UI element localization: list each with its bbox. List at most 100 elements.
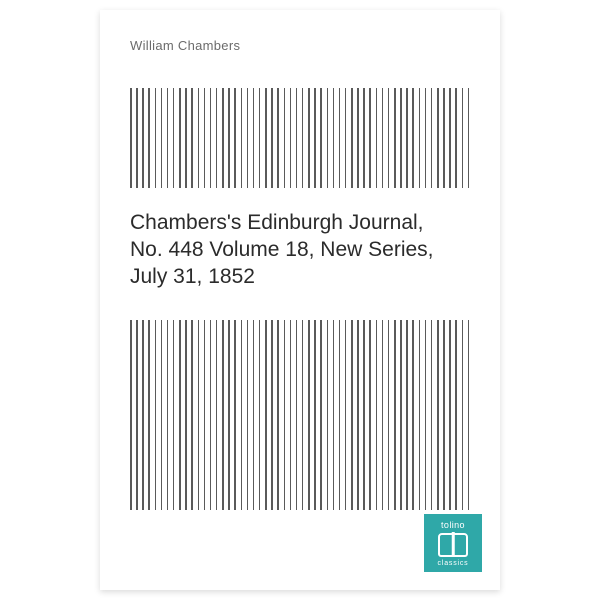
rule-tick: [437, 320, 439, 510]
rule-tick: [339, 88, 341, 188]
rule-tick: [185, 88, 187, 188]
rule-tick: [431, 320, 433, 510]
rule-tick: [247, 88, 249, 188]
rule-tick: [419, 320, 421, 510]
rule-tick: [253, 88, 255, 188]
rule-tick: [357, 320, 359, 510]
rule-tick: [167, 88, 169, 188]
rule-tick: [425, 88, 427, 188]
rule-tick: [462, 320, 464, 510]
rule-tick: [431, 88, 433, 188]
rule-tick: [173, 88, 175, 188]
rule-tick: [388, 320, 390, 510]
rule-tick: [216, 88, 218, 188]
rule-tick: [259, 88, 261, 188]
rule-tick: [302, 88, 304, 188]
rule-tick: [155, 88, 157, 188]
rule-tick: [216, 320, 218, 510]
rule-tick: [406, 88, 408, 188]
rule-tick: [173, 320, 175, 510]
rule-tick: [320, 88, 322, 188]
rule-tick: [277, 320, 279, 510]
rule-tick: [412, 88, 414, 188]
rule-tick: [271, 320, 273, 510]
rule-tick: [327, 88, 329, 188]
rule-tick: [179, 320, 181, 510]
rule-tick: [136, 88, 138, 188]
rule-tick: [210, 88, 212, 188]
publisher-name: tolino: [441, 520, 465, 530]
rule-tick: [449, 320, 451, 510]
rule-tick: [241, 320, 243, 510]
rule-tick: [130, 320, 132, 510]
rule-tick: [339, 320, 341, 510]
rule-tick: [284, 320, 286, 510]
rule-tick: [455, 320, 457, 510]
rule-tick: [265, 320, 267, 510]
rule-tick: [462, 88, 464, 188]
rule-tick: [161, 88, 163, 188]
rule-tick: [234, 88, 236, 188]
rule-tick: [259, 320, 261, 510]
rule-tick: [443, 320, 445, 510]
rule-tick: [382, 88, 384, 188]
rule-tick: [130, 88, 132, 188]
rule-tick: [314, 88, 316, 188]
book-title: Chambers's Edinburgh Journal, No. 448 Vo…: [130, 210, 440, 291]
rule-tick: [284, 88, 286, 188]
rule-tick: [468, 88, 470, 188]
rule-tick: [191, 320, 193, 510]
rule-tick: [185, 320, 187, 510]
rule-tick: [241, 88, 243, 188]
rule-tick: [363, 320, 365, 510]
rule-tick: [412, 320, 414, 510]
rule-tick: [296, 88, 298, 188]
rule-tick: [388, 88, 390, 188]
rule-tick: [265, 88, 267, 188]
rule-tick: [253, 320, 255, 510]
rule-tick: [314, 320, 316, 510]
rule-tick: [357, 88, 359, 188]
rule-tick: [290, 320, 292, 510]
rule-tick: [234, 320, 236, 510]
rule-tick: [155, 320, 157, 510]
rule-tick: [369, 88, 371, 188]
rule-tick: [222, 88, 224, 188]
rule-tick: [161, 320, 163, 510]
rule-tick: [369, 320, 371, 510]
rule-tick: [468, 320, 470, 510]
rule-tick: [308, 88, 310, 188]
author-name: William Chambers: [130, 38, 240, 53]
rule-tick: [222, 320, 224, 510]
rule-tick: [406, 320, 408, 510]
publisher-badge: tolino classics: [424, 514, 482, 572]
rule-tick: [179, 88, 181, 188]
rule-tick: [148, 88, 150, 188]
rule-tick: [419, 88, 421, 188]
rule-pattern-bottom: [130, 320, 470, 510]
rule-tick: [302, 320, 304, 510]
rule-tick: [142, 88, 144, 188]
rule-tick: [277, 88, 279, 188]
rule-tick: [394, 320, 396, 510]
rule-tick: [376, 88, 378, 188]
rule-tick: [191, 88, 193, 188]
rule-tick: [290, 88, 292, 188]
rule-tick: [394, 88, 396, 188]
rule-tick: [204, 88, 206, 188]
rule-tick: [210, 320, 212, 510]
rule-tick: [351, 320, 353, 510]
rule-tick: [198, 88, 200, 188]
rule-tick: [443, 88, 445, 188]
rule-tick: [455, 88, 457, 188]
rule-tick: [449, 88, 451, 188]
rule-tick: [228, 88, 230, 188]
rule-tick: [345, 320, 347, 510]
rule-tick: [247, 320, 249, 510]
book-cover: William Chambers Chambers's Edinburgh Jo…: [100, 10, 500, 590]
rule-tick: [425, 320, 427, 510]
rule-tick: [136, 320, 138, 510]
rule-tick: [142, 320, 144, 510]
rule-tick: [198, 320, 200, 510]
rule-tick: [204, 320, 206, 510]
